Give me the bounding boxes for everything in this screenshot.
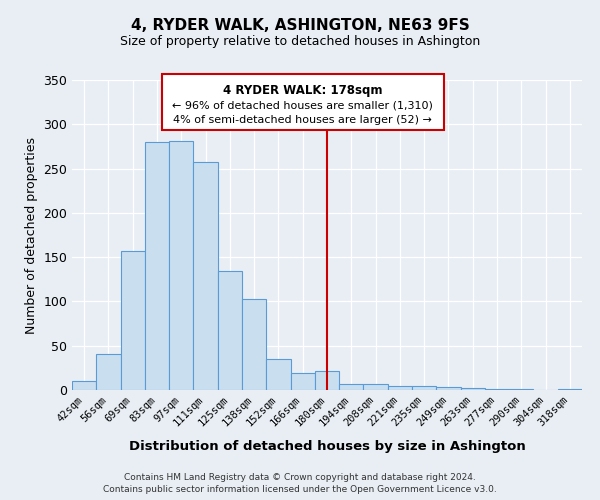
Bar: [461, 388, 485, 390]
FancyBboxPatch shape: [162, 74, 443, 130]
Bar: [242, 299, 266, 390]
Y-axis label: Number of detached properties: Number of detached properties: [25, 136, 38, 334]
Text: 4% of semi-detached houses are larger (52) →: 4% of semi-detached houses are larger (5…: [173, 114, 432, 124]
Text: Contains public sector information licensed under the Open Government Licence v3: Contains public sector information licen…: [103, 485, 497, 494]
Bar: [315, 370, 339, 390]
Bar: [145, 142, 169, 390]
Text: Size of property relative to detached houses in Ashington: Size of property relative to detached ho…: [120, 35, 480, 48]
Bar: [436, 388, 461, 390]
Text: 4, RYDER WALK, ASHINGTON, NE63 9FS: 4, RYDER WALK, ASHINGTON, NE63 9FS: [131, 18, 469, 32]
Bar: [339, 384, 364, 390]
Bar: [266, 359, 290, 390]
Bar: [218, 272, 242, 390]
X-axis label: Distribution of detached houses by size in Ashington: Distribution of detached houses by size …: [128, 440, 526, 452]
Text: ← 96% of detached houses are smaller (1,310): ← 96% of detached houses are smaller (1,…: [172, 100, 433, 110]
Bar: [290, 373, 315, 390]
Bar: [72, 381, 96, 390]
Bar: [169, 141, 193, 390]
Bar: [509, 389, 533, 390]
Bar: [193, 162, 218, 390]
Bar: [485, 389, 509, 390]
Bar: [412, 386, 436, 390]
Bar: [558, 389, 582, 390]
Bar: [364, 384, 388, 390]
Text: Contains HM Land Registry data © Crown copyright and database right 2024.: Contains HM Land Registry data © Crown c…: [124, 472, 476, 482]
Bar: [388, 386, 412, 390]
Text: 4 RYDER WALK: 178sqm: 4 RYDER WALK: 178sqm: [223, 84, 382, 98]
Bar: [121, 251, 145, 390]
Bar: [96, 354, 121, 390]
